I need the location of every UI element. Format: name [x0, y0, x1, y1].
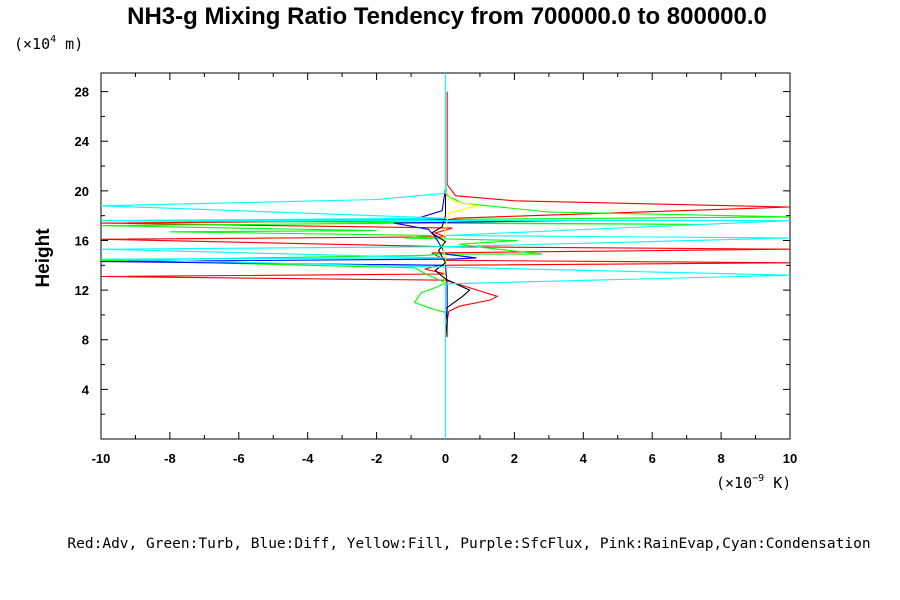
series-line-turb: [101, 184, 790, 314]
x-tick-label: -2: [371, 451, 383, 466]
x-tick-label: -4: [302, 451, 314, 466]
x-tick-label: 0: [442, 451, 449, 466]
series-line-adv: [101, 91, 790, 338]
y-tick-label: 4: [82, 382, 90, 397]
x-unit-label: (×10−9 K): [716, 473, 791, 492]
x-tick-label: 2: [511, 451, 518, 466]
series-line-residual: [430, 190, 471, 338]
y-tick-label: 12: [75, 283, 89, 298]
y-unit-label: (×104 m): [14, 34, 83, 53]
y-tick-label: 28: [75, 85, 89, 100]
x-tick-label: 6: [649, 451, 656, 466]
y-tick-label: 8: [82, 333, 89, 348]
chart-title: NH3-g Mixing Ratio Tendency from 700000.…: [127, 3, 767, 30]
x-tick-label: -10: [92, 451, 111, 466]
x-tick-label: 4: [580, 451, 588, 466]
y-tick-label: 20: [75, 184, 89, 199]
legend-text: Red:Adv, Green:Turb, Blue:Diff, Yellow:F…: [67, 536, 870, 552]
series-line-diff: [101, 188, 567, 338]
series-layer: [101, 73, 790, 439]
x-tick-label: 8: [717, 451, 724, 466]
series-line-condensation: [101, 73, 790, 439]
x-tick-label: -8: [164, 451, 176, 466]
y-tick-label: 24: [75, 134, 90, 149]
x-tick-label: 10: [783, 451, 797, 466]
y-tick-label: 16: [75, 233, 89, 248]
x-tick-label: -6: [233, 451, 245, 466]
y-axis-label: Height: [33, 228, 54, 288]
